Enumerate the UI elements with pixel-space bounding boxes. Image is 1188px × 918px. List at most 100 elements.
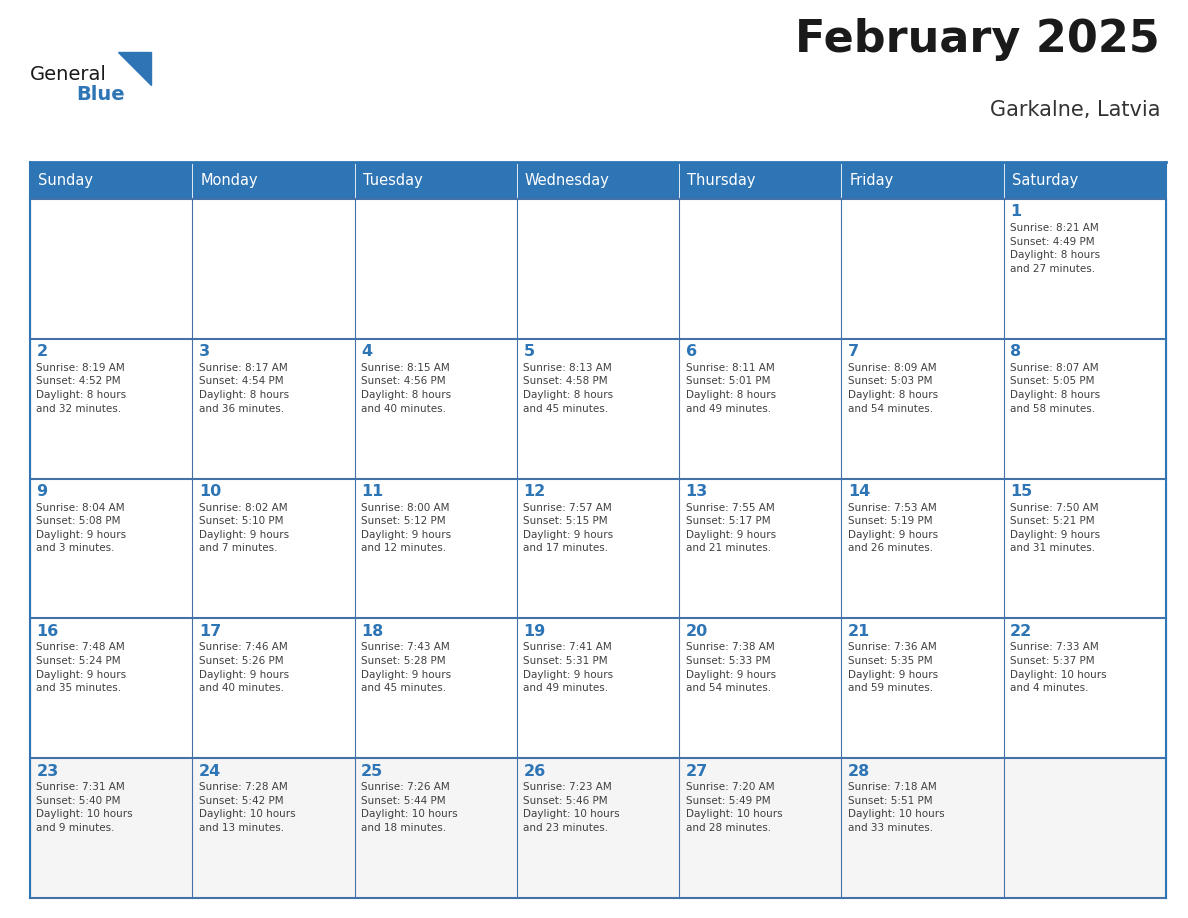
Text: 12: 12 (524, 484, 545, 499)
Text: 23: 23 (37, 764, 58, 778)
Text: Sunrise: 8:19 AM
Sunset: 4:52 PM
Daylight: 8 hours
and 32 minutes.: Sunrise: 8:19 AM Sunset: 4:52 PM Dayligh… (37, 363, 127, 414)
Text: 20: 20 (685, 624, 708, 639)
Text: General: General (30, 65, 107, 84)
Text: Sunrise: 8:02 AM
Sunset: 5:10 PM
Daylight: 9 hours
and 7 minutes.: Sunrise: 8:02 AM Sunset: 5:10 PM Dayligh… (198, 502, 289, 554)
Text: 6: 6 (685, 344, 696, 359)
Text: 13: 13 (685, 484, 708, 499)
Bar (192, 339, 354, 478)
Text: 9: 9 (37, 484, 48, 499)
Text: Sunrise: 8:00 AM
Sunset: 5:12 PM
Daylight: 9 hours
and 12 minutes.: Sunrise: 8:00 AM Sunset: 5:12 PM Dayligh… (361, 502, 451, 554)
Bar (30, 199, 192, 339)
Bar (1004, 758, 1165, 898)
Text: 2: 2 (37, 344, 48, 359)
Text: Sunrise: 7:36 AM
Sunset: 5:35 PM
Daylight: 9 hours
and 59 minutes.: Sunrise: 7:36 AM Sunset: 5:35 PM Dayligh… (848, 643, 939, 693)
Text: Sunrise: 8:21 AM
Sunset: 4:49 PM
Daylight: 8 hours
and 27 minutes.: Sunrise: 8:21 AM Sunset: 4:49 PM Dayligh… (1010, 223, 1100, 274)
Text: 24: 24 (198, 764, 221, 778)
Text: Sunrise: 8:17 AM
Sunset: 4:54 PM
Daylight: 8 hours
and 36 minutes.: Sunrise: 8:17 AM Sunset: 4:54 PM Dayligh… (198, 363, 289, 414)
Bar (1004, 199, 1165, 339)
Text: Sunrise: 7:33 AM
Sunset: 5:37 PM
Daylight: 10 hours
and 4 minutes.: Sunrise: 7:33 AM Sunset: 5:37 PM Dayligh… (1010, 643, 1107, 693)
Bar (1004, 162, 1165, 199)
Bar (192, 758, 354, 898)
Bar (680, 478, 841, 619)
Bar (841, 199, 1004, 339)
Bar (354, 339, 517, 478)
Text: 1: 1 (1010, 205, 1022, 219)
Text: Blue: Blue (76, 85, 125, 104)
Text: Sunday: Sunday (38, 173, 93, 188)
Bar (680, 758, 841, 898)
Text: Sunrise: 7:23 AM
Sunset: 5:46 PM
Daylight: 10 hours
and 23 minutes.: Sunrise: 7:23 AM Sunset: 5:46 PM Dayligh… (524, 782, 620, 833)
Text: Sunrise: 7:57 AM
Sunset: 5:15 PM
Daylight: 9 hours
and 17 minutes.: Sunrise: 7:57 AM Sunset: 5:15 PM Dayligh… (524, 502, 613, 554)
Text: 26: 26 (524, 764, 545, 778)
Text: Sunrise: 7:48 AM
Sunset: 5:24 PM
Daylight: 9 hours
and 35 minutes.: Sunrise: 7:48 AM Sunset: 5:24 PM Dayligh… (37, 643, 127, 693)
Text: Monday: Monday (201, 173, 258, 188)
Text: Sunrise: 7:18 AM
Sunset: 5:51 PM
Daylight: 10 hours
and 33 minutes.: Sunrise: 7:18 AM Sunset: 5:51 PM Dayligh… (848, 782, 944, 833)
Text: Sunrise: 7:41 AM
Sunset: 5:31 PM
Daylight: 9 hours
and 49 minutes.: Sunrise: 7:41 AM Sunset: 5:31 PM Dayligh… (524, 643, 613, 693)
Text: February 2025: February 2025 (795, 18, 1159, 61)
Text: Saturday: Saturday (1012, 173, 1078, 188)
Bar (680, 162, 841, 199)
Text: Sunrise: 7:53 AM
Sunset: 5:19 PM
Daylight: 9 hours
and 26 minutes.: Sunrise: 7:53 AM Sunset: 5:19 PM Dayligh… (848, 502, 939, 554)
Bar (841, 619, 1004, 758)
Polygon shape (118, 52, 151, 85)
Text: Thursday: Thursday (687, 173, 756, 188)
Text: Sunrise: 8:07 AM
Sunset: 5:05 PM
Daylight: 8 hours
and 58 minutes.: Sunrise: 8:07 AM Sunset: 5:05 PM Dayligh… (1010, 363, 1100, 414)
Text: 19: 19 (524, 624, 545, 639)
Text: Garkalne, Latvia: Garkalne, Latvia (990, 100, 1159, 120)
Text: 10: 10 (198, 484, 221, 499)
Bar (841, 758, 1004, 898)
Bar (517, 758, 680, 898)
Text: 21: 21 (848, 624, 870, 639)
Bar (354, 619, 517, 758)
Text: 18: 18 (361, 624, 384, 639)
Bar (192, 162, 354, 199)
Text: Sunrise: 8:09 AM
Sunset: 5:03 PM
Daylight: 8 hours
and 54 minutes.: Sunrise: 8:09 AM Sunset: 5:03 PM Dayligh… (848, 363, 939, 414)
Text: 5: 5 (524, 344, 535, 359)
Text: 15: 15 (1010, 484, 1032, 499)
Text: Sunrise: 7:38 AM
Sunset: 5:33 PM
Daylight: 9 hours
and 54 minutes.: Sunrise: 7:38 AM Sunset: 5:33 PM Dayligh… (685, 643, 776, 693)
Bar (841, 339, 1004, 478)
Bar (192, 478, 354, 619)
Text: Sunrise: 7:55 AM
Sunset: 5:17 PM
Daylight: 9 hours
and 21 minutes.: Sunrise: 7:55 AM Sunset: 5:17 PM Dayligh… (685, 502, 776, 554)
Bar (517, 162, 680, 199)
Bar (841, 162, 1004, 199)
Text: Sunrise: 7:26 AM
Sunset: 5:44 PM
Daylight: 10 hours
and 18 minutes.: Sunrise: 7:26 AM Sunset: 5:44 PM Dayligh… (361, 782, 457, 833)
Text: Sunrise: 7:31 AM
Sunset: 5:40 PM
Daylight: 10 hours
and 9 minutes.: Sunrise: 7:31 AM Sunset: 5:40 PM Dayligh… (37, 782, 133, 833)
Text: Sunrise: 7:43 AM
Sunset: 5:28 PM
Daylight: 9 hours
and 45 minutes.: Sunrise: 7:43 AM Sunset: 5:28 PM Dayligh… (361, 643, 451, 693)
Bar (192, 619, 354, 758)
Bar (517, 478, 680, 619)
Text: Sunrise: 7:28 AM
Sunset: 5:42 PM
Daylight: 10 hours
and 13 minutes.: Sunrise: 7:28 AM Sunset: 5:42 PM Dayligh… (198, 782, 296, 833)
Text: 28: 28 (848, 764, 870, 778)
Text: 25: 25 (361, 764, 384, 778)
Text: Sunrise: 8:13 AM
Sunset: 4:58 PM
Daylight: 8 hours
and 45 minutes.: Sunrise: 8:13 AM Sunset: 4:58 PM Dayligh… (524, 363, 613, 414)
Bar (517, 619, 680, 758)
Bar (30, 339, 192, 478)
Text: 22: 22 (1010, 624, 1032, 639)
Bar (30, 478, 192, 619)
Bar (1004, 339, 1165, 478)
Text: 16: 16 (37, 624, 58, 639)
Bar (1004, 478, 1165, 619)
Bar (680, 619, 841, 758)
Bar (354, 162, 517, 199)
Text: Sunrise: 8:04 AM
Sunset: 5:08 PM
Daylight: 9 hours
and 3 minutes.: Sunrise: 8:04 AM Sunset: 5:08 PM Dayligh… (37, 502, 127, 554)
Text: Sunrise: 7:46 AM
Sunset: 5:26 PM
Daylight: 9 hours
and 40 minutes.: Sunrise: 7:46 AM Sunset: 5:26 PM Dayligh… (198, 643, 289, 693)
Text: Tuesday: Tuesday (362, 173, 423, 188)
Bar (30, 619, 192, 758)
Bar (354, 478, 517, 619)
Text: 14: 14 (848, 484, 870, 499)
Bar (517, 339, 680, 478)
Text: 27: 27 (685, 764, 708, 778)
Bar (680, 199, 841, 339)
Text: Sunrise: 7:20 AM
Sunset: 5:49 PM
Daylight: 10 hours
and 28 minutes.: Sunrise: 7:20 AM Sunset: 5:49 PM Dayligh… (685, 782, 782, 833)
Bar (192, 199, 354, 339)
Bar (517, 199, 680, 339)
Text: Friday: Friday (849, 173, 893, 188)
Bar (680, 339, 841, 478)
Text: Sunrise: 7:50 AM
Sunset: 5:21 PM
Daylight: 9 hours
and 31 minutes.: Sunrise: 7:50 AM Sunset: 5:21 PM Dayligh… (1010, 502, 1100, 554)
Text: 8: 8 (1010, 344, 1022, 359)
Bar (354, 758, 517, 898)
Text: Wednesday: Wednesday (525, 173, 609, 188)
Bar (1004, 619, 1165, 758)
Text: 4: 4 (361, 344, 372, 359)
